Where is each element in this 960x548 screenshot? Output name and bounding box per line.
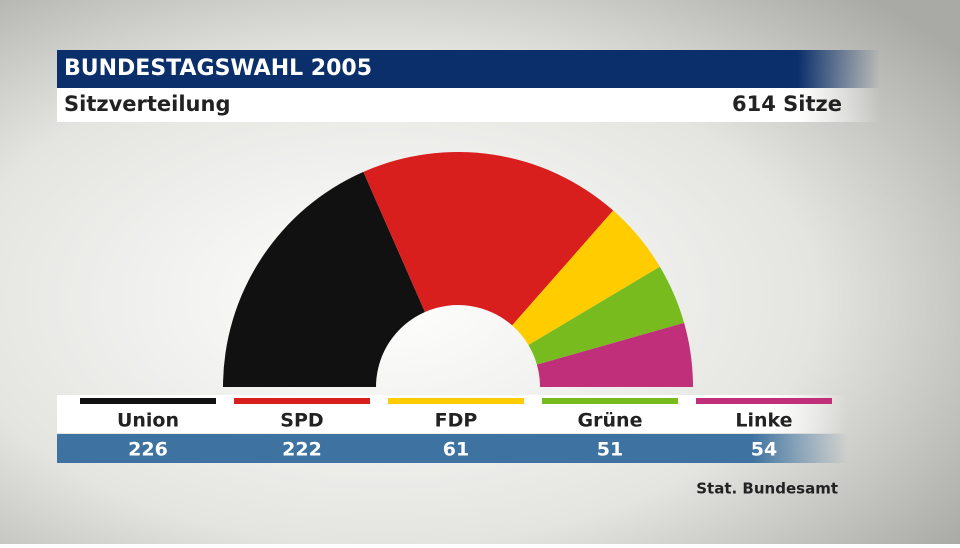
- legend-label: Linke: [735, 410, 792, 432]
- legend-swatch: [542, 398, 678, 404]
- value-label: 54: [751, 439, 777, 461]
- value-label: 222: [282, 439, 322, 461]
- legend-label: Union: [117, 410, 179, 432]
- value-bar: [57, 434, 847, 463]
- total-label: 614 Sitze: [732, 92, 842, 116]
- subtitle: Sitzverteilung: [64, 92, 230, 116]
- legend-label: Grüne: [578, 410, 643, 432]
- seat-wedge: [536, 322, 693, 387]
- header-bar: [57, 50, 880, 88]
- legend-label: SPD: [280, 410, 323, 432]
- legend-swatch: [234, 398, 370, 404]
- source: Stat. Bundesamt: [696, 480, 838, 498]
- legend-swatch: [388, 398, 524, 404]
- value-label: 51: [597, 439, 623, 461]
- subtitle-bar: [57, 88, 880, 122]
- seat-wedge: [363, 152, 614, 326]
- seat-wedge: [223, 171, 425, 387]
- seat-wedge: [528, 266, 685, 365]
- seat-wedge: [512, 210, 660, 346]
- value-label: 226: [128, 439, 168, 461]
- legend-swatch: [80, 398, 216, 404]
- legend-swatch: [696, 398, 832, 404]
- chart-title: BUNDESTAGSWAHL 2005: [64, 56, 372, 81]
- legend-label: FDP: [435, 410, 478, 432]
- value-label: 61: [443, 439, 469, 461]
